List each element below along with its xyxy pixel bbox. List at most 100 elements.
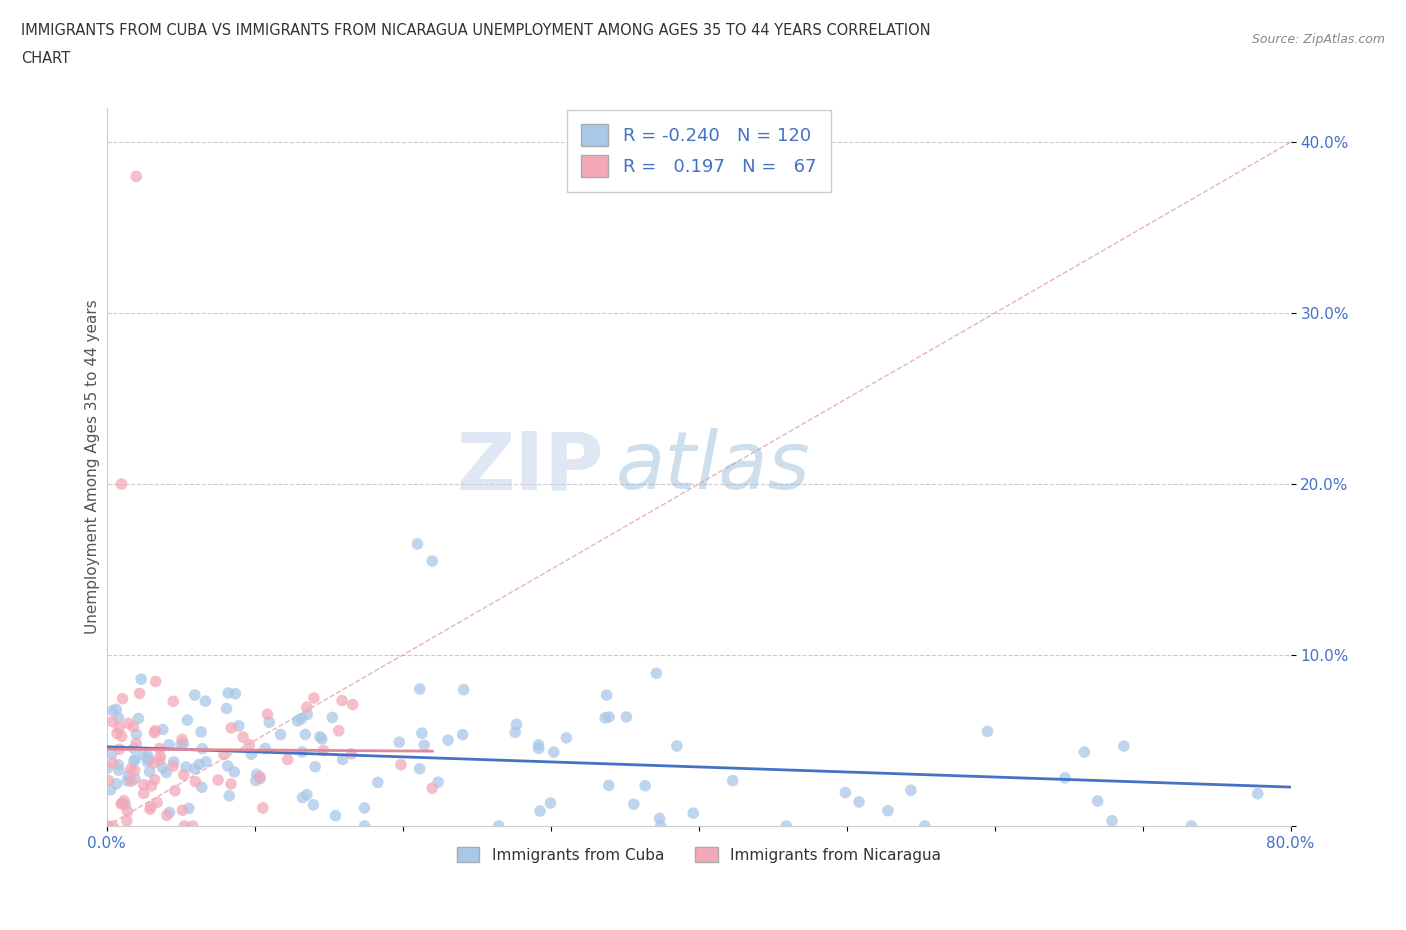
Point: [112, 793, 135, 808]
Point: [238, 737, 260, 752]
Point: [294, 727, 316, 742]
Point: [156, 808, 179, 823]
Point: [598, 710, 620, 724]
Point: [256, 707, 278, 722]
Point: [143, 724, 166, 738]
Point: [177, 801, 200, 816]
Point: [124, 771, 146, 786]
Point: [152, 722, 174, 737]
Point: [145, 674, 167, 689]
Point: [321, 710, 343, 724]
Text: IMMIGRANTS FROM CUBA VS IMMIGRANTS FROM NICARAGUA UNEMPLOYMENT AMONG AGES 35 TO : IMMIGRANTS FROM CUBA VS IMMIGRANTS FROM …: [21, 23, 931, 38]
Point: [634, 778, 657, 793]
Point: [1054, 770, 1077, 785]
Point: [142, 755, 165, 770]
Point: [125, 737, 148, 751]
Point: [623, 797, 645, 812]
Point: [117, 769, 139, 784]
Point: [105, 725, 128, 740]
Point: [254, 741, 277, 756]
Point: [172, 737, 194, 751]
Point: [353, 818, 375, 833]
Point: [245, 773, 267, 788]
Point: [132, 786, 155, 801]
Point: [114, 797, 136, 812]
Point: [488, 818, 510, 833]
Point: [143, 725, 166, 740]
Point: [328, 724, 350, 738]
Point: [834, 785, 856, 800]
Point: [136, 749, 159, 764]
Point: [128, 686, 150, 701]
Point: [163, 783, 186, 798]
Point: [152, 761, 174, 776]
Point: [117, 774, 139, 789]
Point: [650, 818, 672, 833]
Text: atlas: atlas: [616, 428, 810, 506]
Text: ZIP: ZIP: [457, 428, 605, 506]
Point: [149, 749, 172, 764]
Point: [527, 737, 550, 752]
Point: [721, 773, 744, 788]
Point: [170, 737, 193, 752]
Point: [311, 732, 333, 747]
Point: [224, 686, 246, 701]
Y-axis label: Unemployment Among Ages 35 to 44 years: Unemployment Among Ages 35 to 44 years: [86, 299, 100, 634]
Point: [596, 687, 619, 702]
Point: [342, 698, 364, 712]
Point: [540, 795, 562, 810]
Point: [406, 537, 429, 551]
Point: [270, 727, 292, 742]
Point: [173, 767, 195, 782]
Point: [682, 805, 704, 820]
Point: [111, 691, 134, 706]
Point: [409, 682, 432, 697]
Point: [101, 714, 124, 729]
Point: [108, 742, 131, 757]
Point: [295, 707, 318, 722]
Point: [101, 703, 124, 718]
Point: [259, 715, 281, 730]
Point: [96, 818, 118, 833]
Point: [221, 721, 243, 736]
Point: [118, 716, 141, 731]
Point: [146, 795, 169, 810]
Point: [124, 764, 146, 778]
Point: [148, 752, 170, 767]
Point: [172, 732, 194, 747]
Point: [914, 818, 936, 833]
Point: [228, 718, 250, 733]
Point: [195, 754, 218, 769]
Point: [132, 748, 155, 763]
Point: [1112, 738, 1135, 753]
Point: [413, 737, 436, 752]
Text: Source: ZipAtlas.com: Source: ZipAtlas.com: [1251, 33, 1385, 46]
Point: [252, 801, 274, 816]
Point: [332, 752, 354, 767]
Point: [125, 169, 148, 184]
Point: [353, 801, 375, 816]
Point: [191, 741, 214, 756]
Point: [420, 781, 443, 796]
Point: [295, 788, 318, 803]
Point: [174, 760, 197, 775]
Point: [141, 778, 163, 793]
Point: [877, 804, 900, 818]
Point: [593, 711, 616, 725]
Point: [232, 730, 254, 745]
Point: [287, 713, 309, 728]
Point: [309, 729, 332, 744]
Point: [1101, 814, 1123, 829]
Point: [172, 803, 194, 817]
Point: [340, 747, 363, 762]
Point: [138, 751, 160, 766]
Legend: Immigrants from Cuba, Immigrants from Nicaragua: Immigrants from Cuba, Immigrants from Ni…: [450, 841, 946, 869]
Point: [411, 725, 433, 740]
Point: [291, 745, 314, 760]
Point: [105, 702, 128, 717]
Point: [976, 724, 998, 738]
Point: [132, 777, 155, 792]
Point: [648, 811, 671, 826]
Point: [163, 754, 186, 769]
Point: [173, 818, 195, 833]
